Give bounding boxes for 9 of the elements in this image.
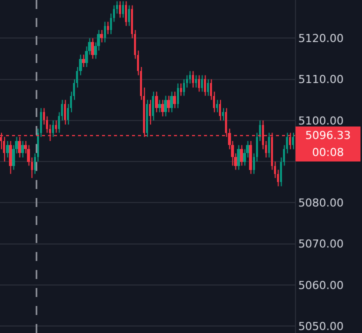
y-tick-label: 5120.00 <box>298 32 344 46</box>
text: 00:08 <box>312 146 344 159</box>
y-tick-label: 5070.00 <box>298 238 344 251</box>
y-tick-label: 5050.00 <box>298 320 344 333</box>
y-tick-label: 5110.00 <box>298 73 344 86</box>
y-tick-label: 5100.00 <box>298 114 344 128</box>
text: 5096.33 <box>305 129 351 142</box>
y-tick-label: 5060.00 <box>298 278 344 292</box>
y-tick-label: 5080.00 <box>298 196 344 210</box>
